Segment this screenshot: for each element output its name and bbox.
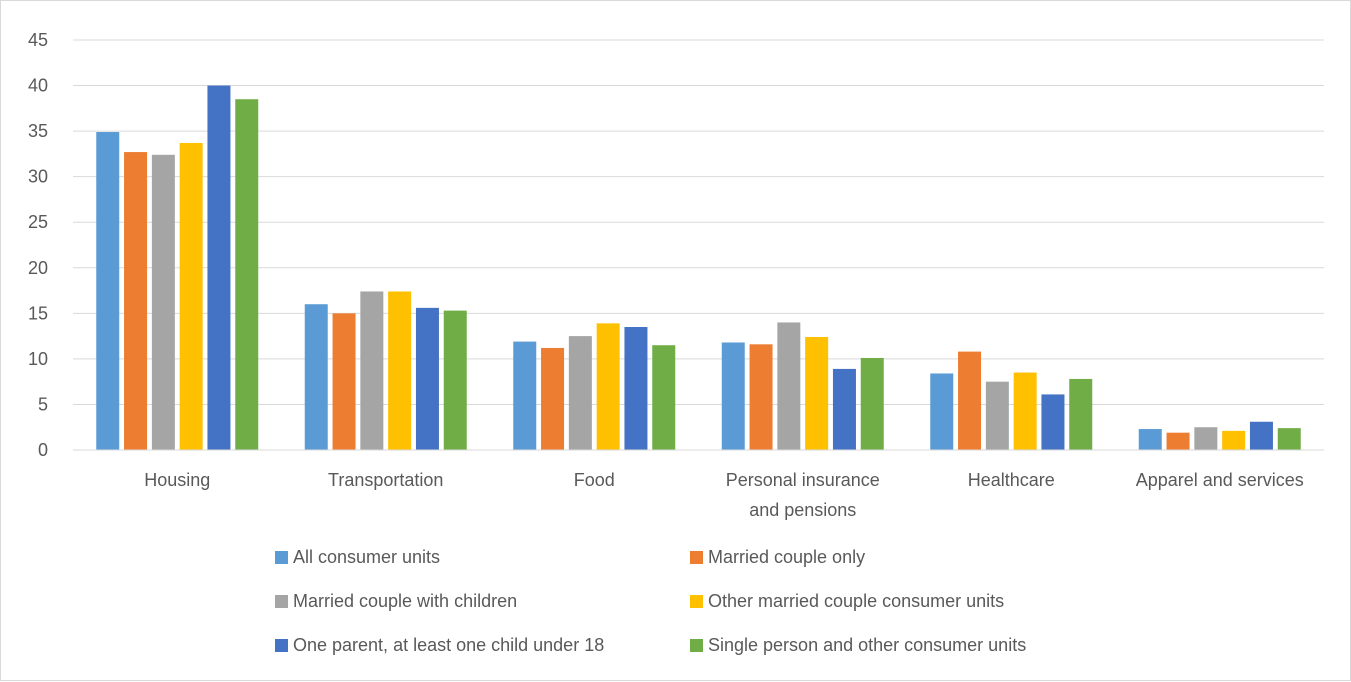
category-label: Apparel and services [1136, 470, 1304, 490]
category-label: Personal insurance [726, 470, 880, 490]
bar [652, 345, 676, 450]
bar [179, 142, 203, 450]
legend-label: Single person and other consumer units [708, 635, 1026, 655]
bar [1194, 427, 1218, 450]
bar [958, 351, 982, 450]
category-label: and pensions [749, 500, 856, 520]
bar [541, 347, 565, 450]
y-tick-label: 0 [38, 440, 48, 460]
bar [513, 341, 537, 450]
y-tick-label: 45 [28, 30, 48, 50]
bar [1166, 432, 1190, 450]
bar [388, 291, 412, 450]
bar [1041, 394, 1065, 450]
legend-label: Married couple with children [293, 591, 517, 611]
bar [777, 322, 801, 450]
bar [96, 132, 120, 450]
bar [415, 307, 439, 450]
bar [1138, 429, 1162, 450]
y-axis-tick-labels: 0 5 10 15 20 25 30 35 40 45 [28, 30, 48, 460]
category-label: Food [574, 470, 615, 490]
legend-label: Other married couple consumer units [708, 591, 1004, 611]
category-label: Housing [144, 470, 210, 490]
bar [1249, 421, 1273, 450]
legend: All consumer units Married couple only Mar… [275, 547, 1026, 655]
legend-swatch [690, 639, 703, 652]
bar [332, 313, 356, 450]
bar [624, 327, 648, 450]
category-labels: Housing Transportation Food Personal insura… [144, 470, 1304, 520]
bar [805, 337, 829, 450]
bar [985, 381, 1009, 450]
bar [596, 323, 620, 450]
legend-label: All consumer units [293, 547, 440, 567]
bar [1013, 372, 1037, 450]
bar [443, 310, 467, 450]
bar [832, 368, 856, 450]
bar [860, 357, 884, 450]
bar [360, 291, 384, 450]
bar [151, 154, 175, 451]
bar [207, 85, 231, 451]
y-tick-label: 40 [28, 76, 48, 96]
bar [1222, 430, 1246, 450]
category-label: Healthcare [968, 470, 1055, 490]
legend-swatch [690, 595, 703, 608]
y-tick-label: 25 [28, 212, 48, 232]
y-tick-label: 10 [28, 349, 48, 369]
legend-label: One parent, at least one child under 18 [293, 635, 604, 655]
legend-swatch [275, 639, 288, 652]
legend-swatch [275, 551, 288, 564]
y-tick-label: 35 [28, 121, 48, 141]
bar [1069, 378, 1093, 450]
legend-label: Married couple only [708, 547, 865, 567]
bars [96, 85, 1301, 451]
bar [749, 344, 773, 450]
y-tick-label: 30 [28, 167, 48, 187]
gridlines [73, 39, 1324, 405]
bar [721, 342, 745, 450]
bar [930, 373, 954, 450]
y-tick-label: 20 [28, 258, 48, 278]
y-tick-label: 5 [38, 394, 48, 414]
bar [124, 152, 148, 451]
bar [304, 304, 328, 450]
y-tick-label: 15 [28, 303, 48, 323]
legend-swatch [275, 595, 288, 608]
legend-swatch [690, 551, 703, 564]
category-label: Transportation [328, 470, 443, 490]
bar [568, 336, 592, 450]
bar [235, 99, 259, 450]
bar [1277, 428, 1301, 450]
